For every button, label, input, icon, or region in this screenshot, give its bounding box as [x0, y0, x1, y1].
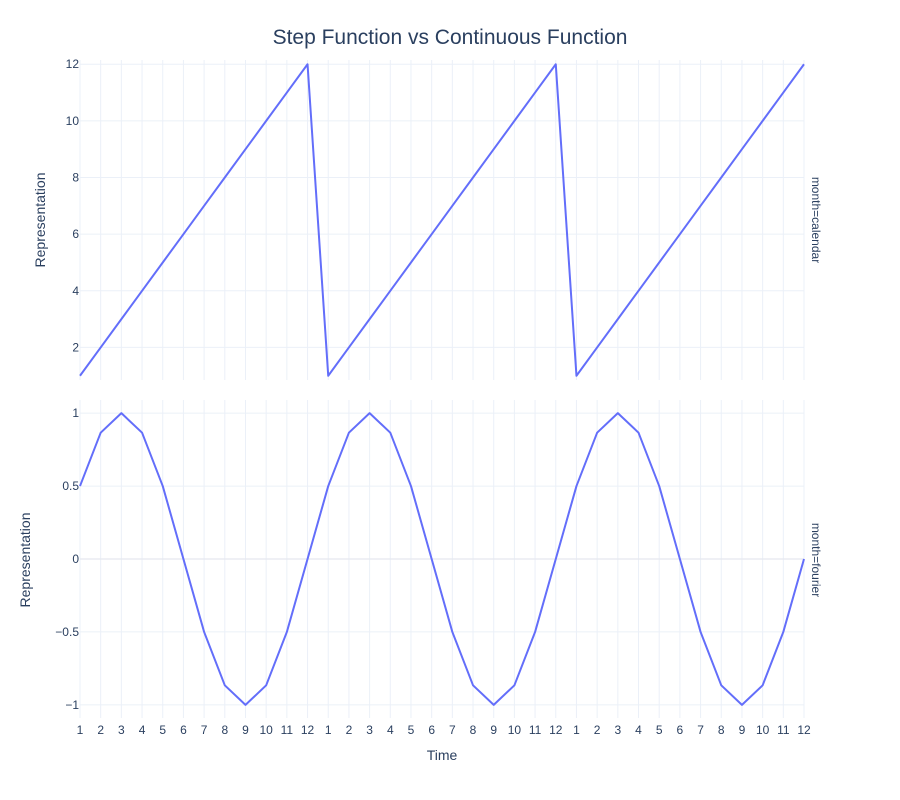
- facet-label-fourier: month=fourier: [809, 523, 823, 597]
- x-tick-label: 5: [656, 723, 663, 737]
- x-tick-label: 7: [201, 723, 208, 737]
- chart-title: Step Function vs Continuous Function: [273, 26, 628, 49]
- panel-fourier: 1 0.5 0 −0.5 −1 Representation month=fourier: [17, 400, 823, 718]
- x-tick-label: 10: [756, 723, 770, 737]
- x-tick-label: 1: [325, 723, 332, 737]
- x-tick-label: 6: [428, 723, 435, 737]
- grid-fourier: [79, 400, 805, 718]
- x-tick-label: 3: [118, 723, 125, 737]
- x-tick-label: 9: [490, 723, 497, 737]
- x-tick-label: 10: [259, 723, 273, 737]
- y-tick-label: 6: [72, 227, 79, 241]
- x-tick-label: 11: [777, 723, 790, 737]
- panel-calendar: 2 4 6 8 10 12 Representation month=calendar: [32, 57, 823, 380]
- x-tick-label: 6: [180, 723, 187, 737]
- x-tick-label: 4: [139, 723, 146, 737]
- x-tick-label: 1: [573, 723, 580, 737]
- x-tick-label: 2: [594, 723, 601, 737]
- y-tick-label: 0.5: [62, 479, 79, 493]
- series-line-calendar: [79, 63, 805, 377]
- x-tick-label: 12: [797, 723, 811, 737]
- y-axis-title-fourier: Representation: [17, 513, 33, 608]
- x-axis-title: Time: [427, 747, 458, 763]
- x-tick-label: 4: [635, 723, 642, 737]
- x-tick-label: 1: [77, 723, 84, 737]
- x-tick-label: 3: [366, 723, 373, 737]
- x-tick-label: 12: [549, 723, 563, 737]
- x-tick-label: 2: [346, 723, 353, 737]
- y-ticks-calendar: 2 4 6 8 10 12: [66, 57, 80, 354]
- series-line-fourier: [79, 412, 805, 706]
- x-tick-label: 9: [739, 723, 746, 737]
- x-tick-label: 3: [614, 723, 621, 737]
- x-tick-label: 8: [470, 723, 477, 737]
- y-tick-label: 8: [72, 171, 79, 185]
- y-tick-label: 0: [72, 552, 79, 566]
- x-ticks: 1 2 3 4 5 6 7 8 9 10 11 12 1 2 3 4 5 6 7 8 9 10 11 12 1 2 3 4 5 6 7 8 9 1…: [77, 723, 811, 737]
- x-tick-label: 12: [301, 723, 315, 737]
- y-tick-label: 12: [66, 57, 80, 71]
- x-tick-label: 8: [221, 723, 228, 737]
- y-tick-label: 10: [66, 114, 80, 128]
- x-tick-label: 4: [387, 723, 394, 737]
- y-tick-label: 2: [72, 340, 79, 354]
- grid-calendar: [79, 60, 805, 380]
- facet-label-calendar: month=calendar: [809, 177, 823, 263]
- x-tick-label: 9: [242, 723, 249, 737]
- x-tick-label: 7: [449, 723, 456, 737]
- x-tick-label: 10: [508, 723, 522, 737]
- x-tick-label: 2: [97, 723, 104, 737]
- x-tick-label: 8: [718, 723, 725, 737]
- x-tick-label: 11: [529, 723, 542, 737]
- y-tick-label: 1: [72, 406, 79, 420]
- y-tick-label: −1: [65, 698, 79, 712]
- y-ticks-fourier: 1 0.5 0 −0.5 −1: [55, 406, 79, 712]
- x-tick-label: 6: [677, 723, 684, 737]
- y-axis-title-calendar: Representation: [32, 173, 48, 268]
- x-tick-label: 7: [697, 723, 704, 737]
- x-tick-label: 5: [159, 723, 166, 737]
- y-tick-label: −0.5: [55, 625, 79, 639]
- x-tick-label: 11: [281, 723, 294, 737]
- x-tick-label: 5: [408, 723, 415, 737]
- y-tick-label: 4: [72, 284, 79, 298]
